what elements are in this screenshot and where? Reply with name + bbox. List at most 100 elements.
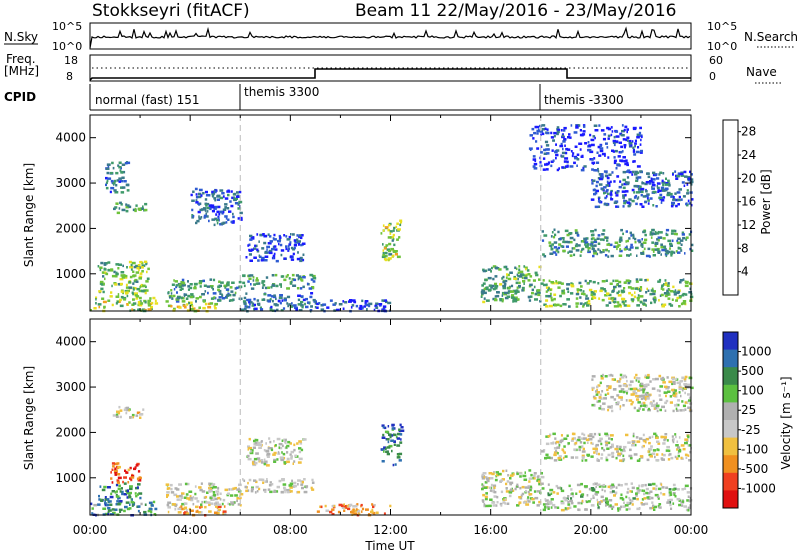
velocity-echo-cell xyxy=(497,472,502,476)
velocity-echo-cell xyxy=(502,469,505,473)
power-echo-cell xyxy=(593,157,596,160)
power-echo-cell xyxy=(515,267,518,271)
power-echo-cell xyxy=(131,308,134,311)
power-echo-cell xyxy=(501,277,504,280)
velocity-echo-cell xyxy=(229,494,234,497)
velocity-echo-cell xyxy=(261,440,263,443)
power-echo-cell xyxy=(580,285,583,288)
power-echo-cell xyxy=(654,242,659,245)
velocity-echo-cell xyxy=(631,393,635,396)
velocity-echo-cell xyxy=(599,405,602,408)
velocity-echo-cell xyxy=(115,415,119,418)
velocity-echo-cell xyxy=(633,390,636,393)
power-echo-cell xyxy=(104,277,106,281)
power-echo-cell xyxy=(207,306,212,309)
power-echo-cell xyxy=(621,150,624,153)
power-echo-cell xyxy=(584,302,587,305)
velocity-echo-cell xyxy=(687,406,691,409)
power-echo-cell xyxy=(582,305,585,308)
power-echo-cell xyxy=(491,266,493,270)
velocity-echo-cell xyxy=(592,494,595,498)
velocity-echo-cell xyxy=(618,390,623,393)
velocity-echo-cell xyxy=(635,492,638,495)
velocity-echo-cell xyxy=(674,404,678,407)
power-echo-cell xyxy=(400,221,403,224)
velocity-echo-cell xyxy=(250,487,254,491)
power-echo-cell xyxy=(111,284,113,288)
velocity-echo-cell xyxy=(143,510,147,514)
power-echo-cell xyxy=(309,273,313,277)
velocity-echo-cell xyxy=(611,409,614,413)
velocity-echo-cell xyxy=(597,503,600,506)
velocity-echo-cell xyxy=(492,504,496,507)
velocity-echo-cell xyxy=(118,508,123,512)
velocity-echo-cell xyxy=(633,392,638,395)
power-echo-cell xyxy=(686,189,689,192)
power-echo-cell xyxy=(591,158,594,161)
power-echo-cell xyxy=(645,304,647,307)
velocity-echo-cell xyxy=(206,491,209,494)
power-echo-cell xyxy=(300,243,303,247)
power-echo-cell xyxy=(100,283,103,286)
power-echo-cell xyxy=(202,300,206,303)
power-echo-cell xyxy=(625,300,627,303)
power-echo-cell xyxy=(175,284,179,287)
power-echo-cell xyxy=(141,308,146,311)
velocity-echo-cell xyxy=(587,454,590,457)
power-echo-cell xyxy=(550,131,553,135)
power-echo-cell xyxy=(618,290,620,293)
velocity-echo-cell xyxy=(684,375,688,379)
velocity-echo-cell xyxy=(578,445,582,449)
power-echo-cell xyxy=(653,300,656,304)
power-echo-cell xyxy=(270,305,273,309)
power-echo-cell xyxy=(183,306,187,309)
velocity-echo-cell xyxy=(290,455,293,458)
power-echo-cell xyxy=(606,292,610,295)
power-echo-cell xyxy=(115,295,120,298)
velocity-echo-cell xyxy=(651,387,656,390)
velocity-echo-cell xyxy=(104,502,107,505)
velocity-echo-cell xyxy=(324,504,327,508)
velocity-echo-cell xyxy=(545,453,549,457)
power-echo-cell xyxy=(271,247,275,251)
power-echo-cell xyxy=(198,306,201,309)
velocity-echo-cell xyxy=(281,478,285,481)
velocity-echo-cell xyxy=(117,476,122,480)
velocity-echo-cell xyxy=(167,510,170,514)
power-echo-cell xyxy=(272,254,276,258)
power-echo-cell xyxy=(290,305,294,308)
power-echo-cell xyxy=(670,195,674,198)
power-echo-cell xyxy=(670,290,674,293)
power-echo-cell xyxy=(217,205,221,209)
velocity-echo-cell xyxy=(653,404,656,407)
power-echo-cell xyxy=(613,201,618,204)
velocity-echo-cell xyxy=(176,498,180,501)
power-echo-cell xyxy=(98,290,102,293)
power-echo-cell xyxy=(592,179,596,182)
power-echo-cell xyxy=(494,282,498,286)
velocity-echo-cell xyxy=(683,387,687,390)
velocity-echo-cell xyxy=(653,505,657,509)
velocity-echo-cell xyxy=(687,506,691,510)
power-echo-cell xyxy=(230,290,234,293)
power-echo-cell xyxy=(629,139,632,143)
power-echo-cell xyxy=(504,291,508,295)
power-echo-cell xyxy=(651,187,655,190)
velocity-echo-cell xyxy=(133,467,137,471)
velocity-echo-cell xyxy=(541,482,544,485)
velocity-echo-cell xyxy=(166,491,170,494)
power-echo-cell xyxy=(652,290,656,293)
power-echo-cell xyxy=(629,253,632,256)
power-echo-cell xyxy=(565,147,569,151)
power-echo-cell xyxy=(219,196,224,200)
velocity-echo-cell xyxy=(233,501,236,504)
power-echo-cell xyxy=(676,241,680,245)
velocity-echo-cell xyxy=(576,438,581,442)
velocity-echo-cell xyxy=(484,497,488,501)
power-echo-cell xyxy=(120,274,124,277)
power-echo-cell xyxy=(364,303,369,307)
power-echo-cell xyxy=(280,275,283,278)
velocity-echo-cell xyxy=(690,386,694,390)
power-echo-cell xyxy=(233,192,236,196)
power-echo-cell xyxy=(147,308,152,311)
